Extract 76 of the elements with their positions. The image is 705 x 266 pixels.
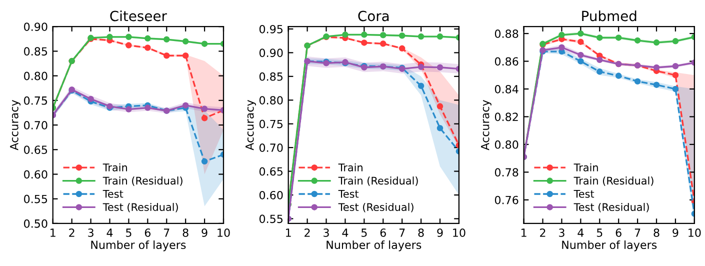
legend-label: Train bbox=[574, 163, 598, 172]
x-tick-label: 6 bbox=[616, 228, 622, 237]
y-axis-title: Accuracy bbox=[10, 100, 20, 150]
x-tick-label: 9 bbox=[672, 228, 678, 237]
x-tick-label: 5 bbox=[596, 228, 602, 237]
y-tick-label: 0.70 bbox=[259, 144, 283, 152]
x-tick-label: 4 bbox=[342, 228, 348, 237]
y-tick-label: 0.78 bbox=[494, 168, 518, 177]
y-axis-title: Accuracy bbox=[481, 100, 492, 150]
x-tick-label: 7 bbox=[164, 228, 170, 237]
y-tick-label: 0.90 bbox=[24, 22, 48, 31]
y-tick-label: 0.76 bbox=[494, 196, 518, 204]
x-tick-label: 4 bbox=[578, 228, 584, 237]
y-tick-label: 0.80 bbox=[494, 140, 518, 149]
y-tick-label: 0.88 bbox=[494, 30, 518, 38]
legend-label: Train (Residual) bbox=[102, 176, 182, 186]
x-tick-label: 10 bbox=[218, 228, 230, 237]
y-tick-label: 0.84 bbox=[494, 84, 518, 94]
legend-label: Train (Residual) bbox=[574, 176, 654, 186]
legend-label: Test bbox=[338, 190, 359, 198]
legend-label: Test (Residual) bbox=[102, 202, 178, 212]
x-tick-label: 8 bbox=[418, 228, 424, 237]
legend-label: Test bbox=[574, 190, 594, 198]
x-tick-label: 3 bbox=[559, 228, 564, 237]
x-tick-label: 9 bbox=[202, 228, 208, 237]
y-tick-label: 0.86 bbox=[494, 57, 518, 66]
chart-title: Pubmed bbox=[582, 10, 636, 22]
y-tick-label: 0.85 bbox=[24, 47, 48, 56]
x-tick-label: 10 bbox=[453, 228, 466, 237]
legend-label: Test (Residual) bbox=[574, 202, 649, 212]
x-tick-label: 6 bbox=[144, 228, 150, 237]
y-tick-label: 0.80 bbox=[24, 72, 48, 80]
x-tick-label: 2 bbox=[304, 228, 310, 237]
x-tick-label: 1 bbox=[521, 228, 526, 237]
x-tick-label: 5 bbox=[126, 228, 132, 237]
y-tick-label: 0.80 bbox=[259, 96, 283, 104]
x-tick-label: 7 bbox=[634, 228, 640, 237]
x-tick-label: 2 bbox=[69, 228, 74, 237]
x-tick-label: 4 bbox=[106, 228, 113, 237]
y-tick-label: 0.90 bbox=[259, 48, 283, 58]
y-tick-label: 0.75 bbox=[24, 96, 48, 105]
x-tick-label: 9 bbox=[437, 228, 443, 237]
x-axis-title: Number of layers bbox=[326, 240, 422, 252]
chart-title: Cora bbox=[358, 10, 389, 22]
x-tick-label: 1 bbox=[50, 228, 56, 237]
x-tick-label: 5 bbox=[361, 228, 367, 237]
legend-label: Test bbox=[102, 190, 124, 198]
x-tick-label: 10 bbox=[688, 228, 701, 237]
legend-label: Train bbox=[102, 163, 127, 172]
chart-title: Citeseer bbox=[110, 10, 167, 22]
x-tick-label: 2 bbox=[540, 228, 546, 237]
x-tick-label: 6 bbox=[380, 228, 386, 237]
y-tick-label: 0.60 bbox=[259, 190, 283, 200]
y-tick-label: 0.55 bbox=[24, 194, 48, 204]
y-tick-label: 0.75 bbox=[259, 120, 283, 128]
y-tick-label: 0.60 bbox=[24, 170, 48, 179]
y-tick-label: 0.95 bbox=[259, 24, 283, 34]
legend-label: Test (Residual) bbox=[338, 202, 414, 212]
x-tick-label: 3 bbox=[324, 228, 329, 237]
y-tick-label: 0.70 bbox=[24, 120, 48, 130]
x-tick-label: 8 bbox=[182, 228, 188, 237]
y-axis-title: Accuracy bbox=[246, 100, 256, 150]
x-axis-title: Number of layers bbox=[91, 240, 186, 252]
y-tick-label: 0.85 bbox=[259, 72, 283, 81]
y-tick-label: 0.65 bbox=[24, 146, 48, 154]
y-tick-label: 0.65 bbox=[259, 167, 283, 176]
y-tick-label: 0.82 bbox=[494, 112, 518, 122]
y-tick-label: 0.50 bbox=[24, 219, 48, 228]
legend-label: Train bbox=[338, 163, 362, 172]
x-axis-title: Number of layers bbox=[562, 240, 657, 252]
x-tick-label: 1 bbox=[286, 228, 291, 237]
y-tick-label: 0.55 bbox=[259, 214, 283, 224]
x-tick-label: 7 bbox=[399, 228, 405, 237]
legend-label: Train (Residual) bbox=[338, 176, 418, 186]
x-tick-label: 3 bbox=[88, 228, 94, 237]
x-tick-label: 8 bbox=[654, 228, 660, 237]
